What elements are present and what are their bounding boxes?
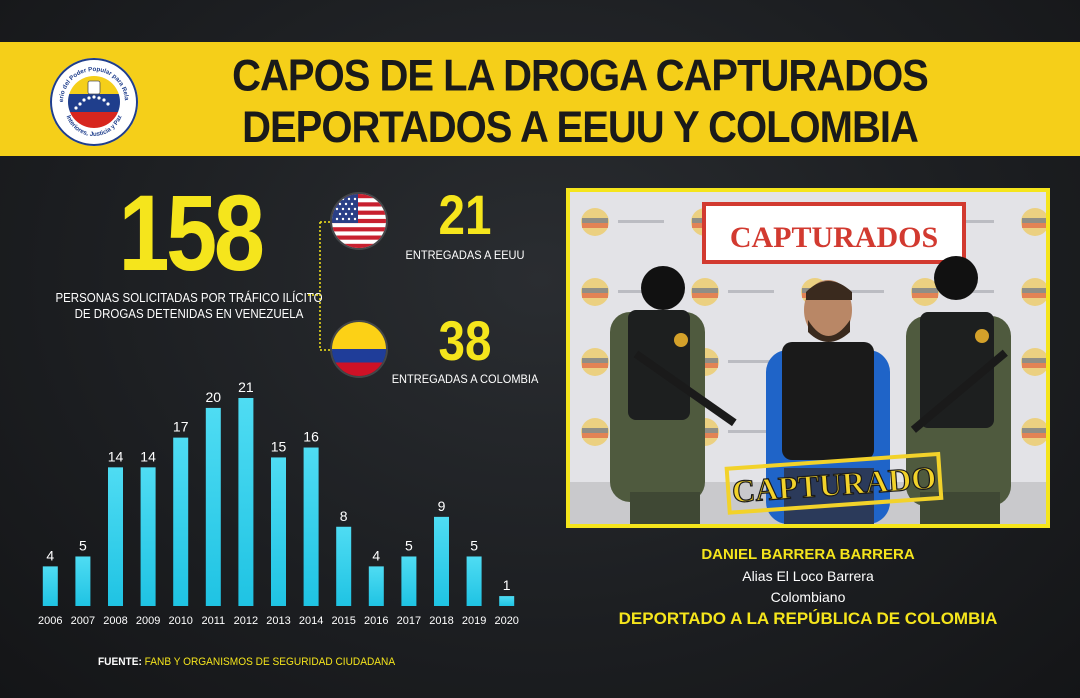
bar-2017 [401, 556, 417, 606]
bar-2020 [499, 596, 515, 606]
value-label-2019: 5 [470, 537, 478, 553]
page-title: CAPOS DE LA DROGA CAPTURADOS DEPORTADOS … [200, 50, 960, 153]
x-tick-2012: 2012 [234, 615, 258, 627]
x-tick-2011: 2011 [201, 615, 225, 627]
caption-name: DANIEL BARRERA BARRERA [701, 546, 915, 563]
value-label-2020: 1 [503, 577, 511, 593]
usa-value: 21 [438, 183, 492, 246]
x-tick-2015: 2015 [331, 615, 355, 627]
value-label-2016: 4 [372, 547, 380, 563]
colombia-flag-icon [332, 322, 386, 376]
bar-2009 [140, 467, 156, 606]
value-label-2008: 14 [108, 448, 124, 464]
value-label-2015: 8 [340, 508, 348, 524]
x-tick-2008: 2008 [103, 615, 127, 627]
bar-2018 [434, 516, 449, 606]
x-tick-2020: 2020 [494, 615, 518, 627]
total-caption-line-1: PERSONAS SOLICITADAS POR TRÁFICO ILÍCITO [55, 291, 323, 305]
yearly-bar-chart: 4200652007142008142009172010202011212012… [38, 379, 519, 627]
caption-alias: Alias El Loco Barrera [742, 568, 874, 584]
source-note: FUENTE: FANB Y ORGANISMOS DE SEGURIDAD C… [98, 656, 395, 668]
header-banner [0, 42, 1080, 156]
colombia-label: ENTREGADAS A COLOMBIA [391, 372, 539, 386]
usa-label: ENTREGADAS A EEUU [405, 248, 525, 262]
value-label-2018: 9 [438, 498, 446, 514]
photo-frame: CAPTURADOS [566, 188, 1050, 528]
x-tick-2016: 2016 [364, 615, 388, 627]
bar-2006 [42, 566, 58, 606]
photo-banner-text: CAPTURADOS [730, 221, 938, 254]
x-tick-2006: 2006 [38, 615, 62, 627]
total-detained-caption: PERSONAS SOLICITADAS POR TRÁFICO ILÍCITO… [43, 290, 336, 322]
total-caption-line-2: DE DROGAS DETENIDAS EN VENEZUELA [74, 307, 304, 321]
value-label-2010: 17 [173, 419, 189, 435]
bar-2014 [303, 447, 319, 606]
value-label-2006: 4 [46, 547, 54, 563]
capture-photo: CAPTURADOS [570, 192, 1046, 524]
prisoner-figure [766, 280, 890, 524]
caption-deported: DEPORTADO A LA REPÚBLICA DE COLOMBIA [618, 609, 998, 628]
connector-lines [308, 221, 334, 351]
value-label-2013: 15 [271, 438, 287, 454]
right-guard-figure [906, 256, 1011, 524]
bar-2012 [238, 398, 254, 606]
bar-2016 [368, 566, 384, 606]
bar-2015 [336, 526, 352, 606]
bar-2011 [205, 407, 221, 606]
total-detained-number: 158 [118, 172, 265, 293]
bar-2008 [108, 467, 123, 606]
title-line-2: DEPORTADOS A EEUU Y COLOMBIA [242, 102, 919, 152]
bar-2007 [75, 556, 91, 606]
x-tick-2007: 2007 [71, 615, 95, 627]
x-tick-2009: 2009 [136, 615, 160, 627]
x-tick-2013: 2013 [266, 615, 290, 627]
value-label-2012: 21 [238, 379, 254, 395]
bar-2013 [271, 457, 286, 606]
x-tick-2017: 2017 [397, 615, 421, 627]
value-label-2009: 14 [140, 448, 156, 464]
caption-nationality: Colombiano [770, 589, 846, 605]
usa-flag-icon [332, 194, 386, 248]
left-guard-figure [610, 266, 737, 524]
capture-photo-illustration: CAPTURADOS [570, 192, 1046, 524]
source-label: FUENTE: [98, 656, 142, 668]
ministry-seal-icon: Ministerio del Poder Popular para Relaci… [49, 57, 138, 146]
bar-2019 [466, 556, 482, 606]
source-text: FANB Y ORGANISMOS DE SEGURIDAD CIUDADANA [144, 656, 396, 668]
x-tick-2019: 2019 [462, 615, 486, 627]
value-label-2007: 5 [79, 537, 87, 553]
title-line-1: CAPOS DE LA DROGA CAPTURADOS [232, 51, 929, 101]
colombia-value: 38 [438, 309, 492, 372]
x-tick-2014: 2014 [299, 615, 323, 627]
x-tick-2018: 2018 [429, 615, 453, 627]
value-label-2014: 16 [303, 429, 319, 445]
value-label-2011: 20 [206, 389, 222, 405]
value-label-2017: 5 [405, 537, 413, 553]
bar-2010 [173, 437, 189, 606]
x-tick-2010: 2010 [168, 615, 192, 627]
